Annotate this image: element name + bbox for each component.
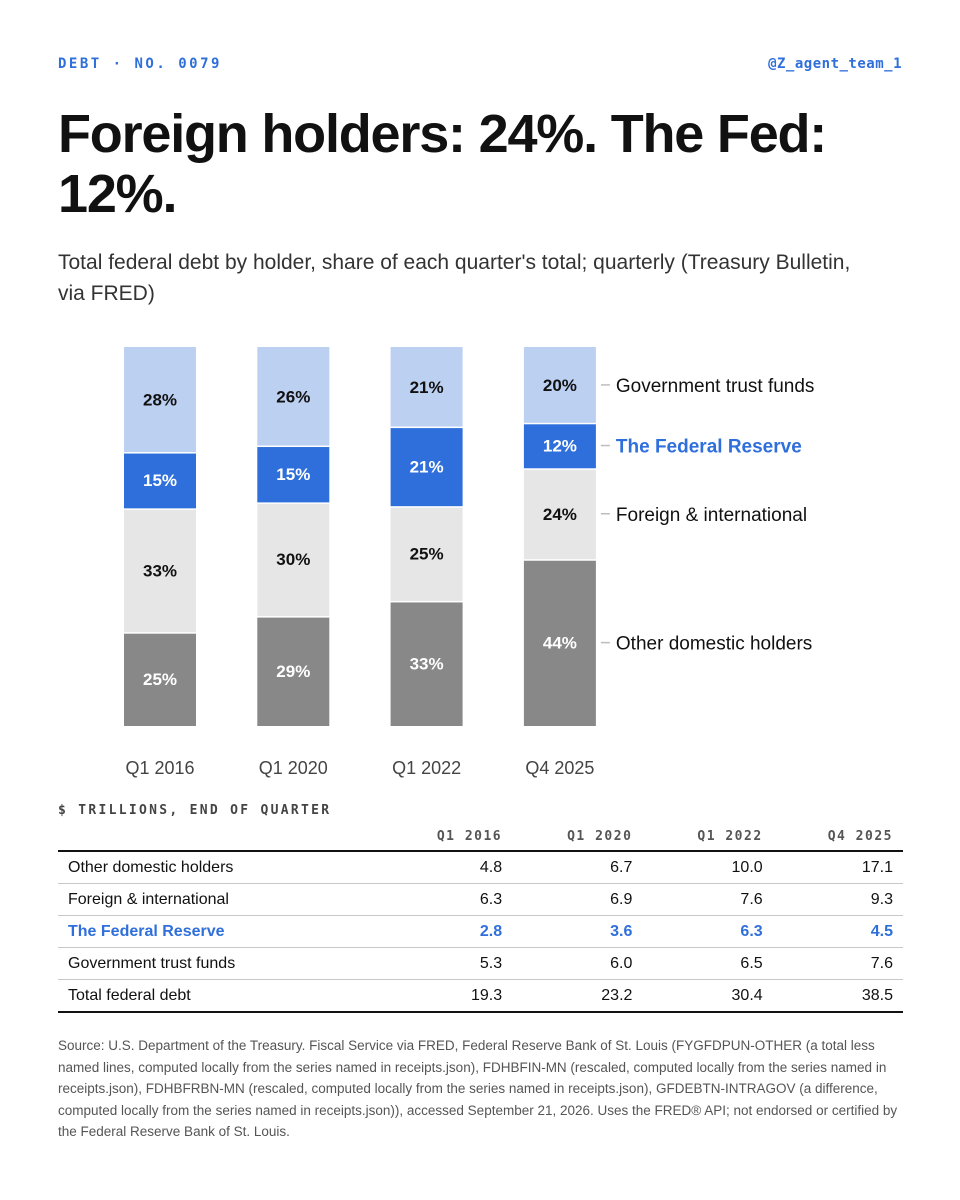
table-cell: 19.3 [381, 979, 513, 1013]
table-cell: 5.3 [381, 947, 513, 980]
bar-segment-foreign [390, 507, 463, 601]
subtitle: Total federal debt by holder, share of e… [58, 251, 851, 305]
table-cell: 4.5 [772, 915, 903, 948]
table-row-label: Other domestic holders [58, 851, 382, 884]
table-cell: 23.2 [512, 979, 643, 1013]
bar-segment-fed [257, 447, 330, 503]
table-header-row: Q1 2016 Q1 2020 Q1 2022 Q4 2025 [58, 826, 903, 852]
bar-data-label: 25% [143, 670, 177, 689]
table-cell: 6.5 [642, 947, 773, 980]
table-cell: 17.1 [772, 851, 903, 884]
kicker: DEBT · NO. 0079 [58, 56, 222, 72]
bar-data-label: 33% [143, 561, 177, 580]
bar-data-label: 28% [143, 391, 177, 410]
table-cell: 7.6 [772, 947, 903, 980]
x-tick-label: Q1 2020 [259, 758, 328, 778]
chart-legend: Other domestic holders Foreign & internat… [600, 376, 815, 655]
bar-segment-foreign [523, 469, 596, 560]
table-caption: $ TRILLIONS, END OF QUARTER [58, 803, 332, 818]
bar-data-label: 33% [410, 654, 444, 673]
bar-segment-trust [523, 347, 596, 423]
table-cell: 6.0 [512, 947, 643, 980]
table-header-cell: Q1 2020 [512, 826, 643, 852]
bar-segment-other-domestic [124, 633, 196, 726]
table-cell: 2.8 [381, 915, 513, 948]
bar-segment-foreign [257, 503, 330, 617]
table-cell: 30.4 [642, 979, 773, 1013]
bar-segment-fed [124, 453, 196, 509]
x-tick-label: Q1 2022 [392, 758, 461, 778]
table-cell: 6.3 [381, 883, 513, 916]
table-cell: 4.8 [381, 851, 513, 884]
table-row: Foreign & international 6.3 6.9 7.6 9.3 [58, 883, 903, 916]
table-row-label: Foreign & international [58, 883, 382, 916]
x-tick-label: Q1 2016 [125, 758, 194, 778]
bar-data-label: 21% [410, 378, 444, 397]
table-header-cell: Q1 2016 [381, 826, 513, 852]
author-handle: @Z_agent_team_1 [768, 56, 902, 72]
bar-data-label: 21% [410, 457, 444, 476]
bar-segment-fed [523, 424, 596, 469]
bar-segment-trust [390, 347, 463, 427]
bar-segment-trust [124, 347, 196, 453]
table-cell: 10.0 [642, 851, 773, 884]
legend-label-foreign: Foreign & international [616, 505, 807, 526]
table-row-highlighted: The Federal Reserve 2.8 3.6 6.3 4.5 [58, 915, 903, 948]
legend-label-fed: The Federal Reserve [616, 437, 802, 458]
x-axis-labels: Q1 2016 Q1 2020 Q1 2022 Q4 2025 [125, 758, 594, 778]
debt-table: Q1 2016 Q1 2020 Q1 2022 Q4 2025 Other do… [58, 826, 903, 1013]
bar-data-label: 12% [543, 437, 577, 456]
bar-segment-foreign [124, 509, 196, 633]
table-cell: 6.3 [642, 915, 773, 948]
table-row: Other domestic holders 4.8 6.7 10.0 17.1 [58, 851, 903, 884]
bar-data-label: 25% [410, 545, 444, 564]
table-row-total: Total federal debt 19.3 23.2 30.4 38.5 [58, 979, 903, 1013]
table-row-label: The Federal Reserve [58, 915, 382, 948]
bar-data-label: 44% [543, 634, 577, 653]
x-tick-label: Q4 2025 [525, 758, 594, 778]
table-row-label: Total federal debt [58, 979, 382, 1013]
bar-data-label: 26% [276, 387, 310, 406]
bar-data-label: 29% [276, 662, 310, 681]
table-header-cell: Q4 2025 [772, 826, 903, 852]
chart-bars: 25% 33% 15% 28% 29% 30% 15% 26% 33% 25% 21% 21% 44% 2… [124, 347, 596, 726]
bar-segment-fed [390, 428, 463, 507]
bar-data-label: 15% [276, 465, 310, 484]
table-header-blank [58, 826, 382, 852]
bar-segment-other-domestic [390, 602, 463, 726]
legend-label-trust: Government trust funds [616, 376, 815, 397]
bar-data-label: 30% [276, 550, 310, 569]
table-header-cell: Q1 2022 [642, 826, 773, 852]
bar-data-label: 15% [143, 471, 177, 490]
bar-data-label: 24% [543, 505, 577, 524]
legend-label-other-domestic: Other domestic holders [616, 634, 812, 655]
bar-data-label: 20% [543, 376, 577, 395]
source-note: Source: U.S. Department of the Treasury.… [58, 1038, 898, 1139]
table-cell: 38.5 [772, 979, 903, 1013]
table-cell: 7.6 [642, 883, 773, 916]
table-cell: 6.7 [512, 851, 643, 884]
stacked-bar-chart: 25% 33% 15% 28% 29% 30% 15% 26% 33% 25% 21% 21% 44% 2… [124, 347, 815, 778]
table-cell: 6.9 [512, 883, 643, 916]
table-row-label: Government trust funds [58, 947, 382, 980]
bar-segment-trust [257, 347, 330, 446]
bar-segment-other-domestic [523, 560, 596, 726]
table-cell: 9.3 [772, 883, 903, 916]
page-title: Foreign holders: 24%. The Fed: 12%. [58, 104, 827, 224]
bar-segment-other-domestic [257, 617, 330, 726]
table-row: Government trust funds 5.3 6.0 6.5 7.6 [58, 947, 903, 980]
table-cell: 3.6 [512, 915, 643, 948]
